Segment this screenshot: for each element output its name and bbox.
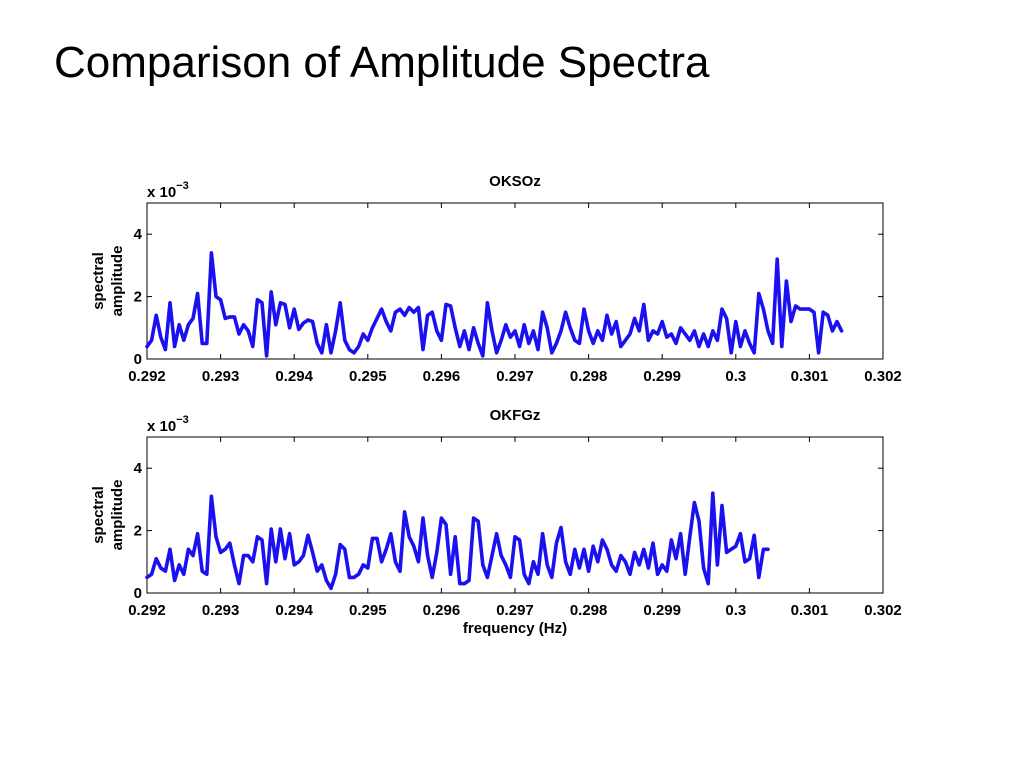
exponent-label: x 10−3 <box>147 180 189 201</box>
x-tick-label: 0.301 <box>791 602 829 619</box>
exponent-power: −3 <box>176 180 189 192</box>
chart-title: OKSOz <box>489 173 541 190</box>
y-tick-label: 4 <box>134 460 143 477</box>
x-tick-label: 0.298 <box>570 602 608 619</box>
y-tick-label: 2 <box>134 523 142 540</box>
chart-oksoz: OKSOz x 10−3 0 2 4 0.292 0.293 0.294 0.295 0.296 0… <box>90 173 902 385</box>
x-tick-label: 0.302 <box>864 368 902 385</box>
y-axis-label-line1: spectral <box>90 486 107 544</box>
x-tick-label: 0.294 <box>275 368 313 385</box>
x-axis-label: frequency (Hz) <box>463 620 567 637</box>
y-tick-label: 0 <box>134 351 142 368</box>
x-tick-label: 0.298 <box>570 368 608 385</box>
slide-title: Comparison of Amplitude Spectra <box>54 38 710 87</box>
x-tick-label: 0.294 <box>275 602 313 619</box>
exponent-label: x 10−3 <box>147 414 189 435</box>
y-tick-label: 0 <box>134 585 142 602</box>
y-tick-label: 2 <box>134 289 142 306</box>
x-tick-label: 0.292 <box>128 368 166 385</box>
series-line <box>145 491 770 591</box>
x-tick-label: 0.297 <box>496 602 534 619</box>
chart-title: OKFGz <box>490 407 541 424</box>
x-tick-label: 0.292 <box>128 602 166 619</box>
y-tick-label: 4 <box>134 226 143 243</box>
y-axis-label-line2: amplitude <box>109 480 126 551</box>
x-tick-label: 0.3 <box>725 368 746 385</box>
y-axis-label-line1: spectral <box>90 252 107 310</box>
exponent-power: −3 <box>176 414 189 426</box>
y-axis-label-line2: amplitude <box>109 246 126 317</box>
x-tick-label: 0.295 <box>349 368 387 385</box>
exponent-base: x 10 <box>147 184 176 201</box>
axes-box <box>146 436 884 594</box>
x-tick-label: 0.3 <box>725 602 746 619</box>
x-tick-label: 0.293 <box>202 368 240 385</box>
exponent-base: x 10 <box>147 418 176 435</box>
x-tick-label: 0.299 <box>643 368 681 385</box>
series-line <box>145 251 844 358</box>
x-tick-label: 0.302 <box>864 602 902 619</box>
chart-okfgz: OKFGz x 10−3 0 2 4 0.292 0.293 0.294 0.295 0.296 0… <box>90 407 902 637</box>
x-tick-label: 0.299 <box>643 602 681 619</box>
x-tick-label: 0.293 <box>202 602 240 619</box>
x-tick-label: 0.301 <box>791 368 829 385</box>
x-tick-label: 0.297 <box>496 368 534 385</box>
x-tick-label: 0.295 <box>349 602 387 619</box>
x-tick-label: 0.296 <box>423 368 461 385</box>
x-tick-label: 0.296 <box>423 602 461 619</box>
